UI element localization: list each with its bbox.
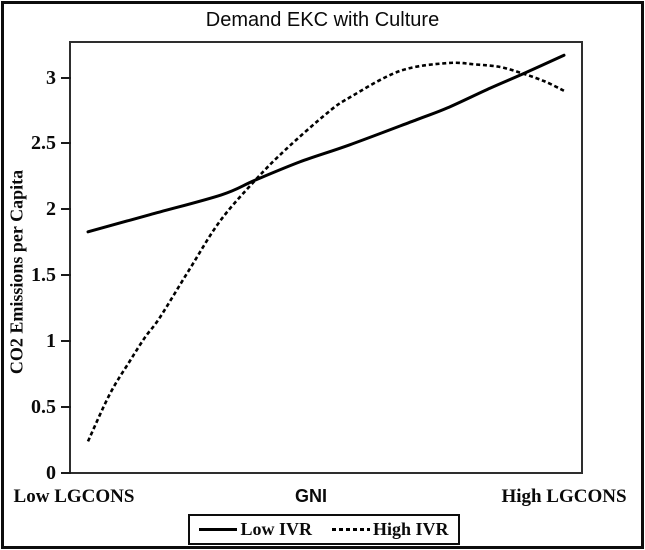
y-tick-label: 1.5 xyxy=(31,264,56,287)
y-tick-label: 0.5 xyxy=(31,396,56,419)
y-tick-label: 1 xyxy=(46,330,56,353)
y-tick-mark xyxy=(61,274,71,277)
x-axis-label-gni: GNI xyxy=(294,486,328,506)
legend-item-high-ivr: High IVR xyxy=(332,519,449,540)
legend-label: High IVR xyxy=(373,519,449,539)
y-tick-mark xyxy=(61,142,71,145)
y-tick-mark xyxy=(61,340,71,343)
curve-high-ivr xyxy=(86,61,565,442)
y-tick-label: 3 xyxy=(46,66,56,89)
x-axis-label-low-lgcons: Low LGCONS xyxy=(13,486,135,507)
legend-label: Low IVR xyxy=(240,519,312,539)
plot-curves xyxy=(86,53,566,442)
solid-line-sample-icon xyxy=(199,528,238,531)
y-tick-label: 2 xyxy=(46,198,56,221)
chart-title: Demand EKC with Culture xyxy=(205,9,440,31)
dashed-line-sample-icon xyxy=(332,528,370,531)
y-tick-mark xyxy=(61,406,71,409)
y-tick-mark xyxy=(61,472,71,474)
curve-low-ivr xyxy=(86,53,566,234)
y-tick-mark xyxy=(61,76,71,79)
legend: Low IVR High IVR xyxy=(188,514,460,545)
legend-item-low-ivr: Low IVR xyxy=(199,519,312,540)
y-tick-mark xyxy=(61,208,71,211)
y-tick-label: 2.5 xyxy=(31,132,56,155)
y-tick-label: 0 xyxy=(46,462,56,484)
x-axis-label-high-lgcons: High LGCONS xyxy=(501,486,627,507)
